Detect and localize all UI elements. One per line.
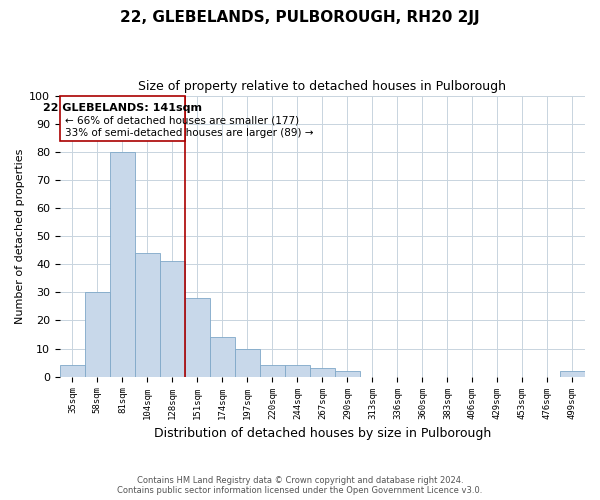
Text: 22, GLEBELANDS, PULBOROUGH, RH20 2JJ: 22, GLEBELANDS, PULBOROUGH, RH20 2JJ — [120, 10, 480, 25]
Y-axis label: Number of detached properties: Number of detached properties — [15, 148, 25, 324]
Bar — [235, 348, 260, 376]
Bar — [60, 366, 85, 376]
Text: 22 GLEBELANDS: 141sqm: 22 GLEBELANDS: 141sqm — [43, 102, 202, 113]
Bar — [110, 152, 135, 376]
Bar — [260, 366, 285, 376]
Text: ← 66% of detached houses are smaller (177): ← 66% of detached houses are smaller (17… — [65, 115, 299, 125]
Text: Contains HM Land Registry data © Crown copyright and database right 2024.
Contai: Contains HM Land Registry data © Crown c… — [118, 476, 482, 495]
Bar — [185, 298, 210, 376]
Bar — [135, 253, 160, 376]
Bar — [160, 262, 185, 376]
X-axis label: Distribution of detached houses by size in Pulborough: Distribution of detached houses by size … — [154, 427, 491, 440]
Bar — [560, 371, 585, 376]
Bar — [210, 338, 235, 376]
Title: Size of property relative to detached houses in Pulborough: Size of property relative to detached ho… — [139, 80, 506, 93]
Bar — [285, 366, 310, 376]
Bar — [335, 371, 360, 376]
Bar — [85, 292, 110, 376]
Bar — [310, 368, 335, 376]
Text: 33% of semi-detached houses are larger (89) →: 33% of semi-detached houses are larger (… — [65, 128, 313, 138]
Bar — [60, 96, 185, 140]
